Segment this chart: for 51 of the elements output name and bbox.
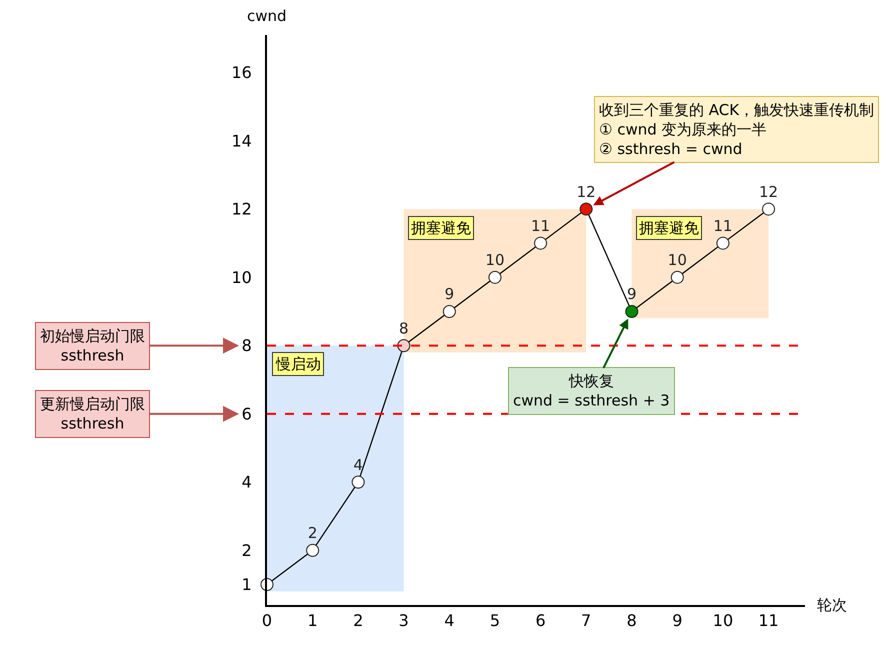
x-tick-label: 0 [262,611,272,630]
y-tick-label: 14 [231,131,252,150]
point [306,544,320,557]
x-tick-label: 2 [353,611,364,630]
data-label: 10 [485,251,505,270]
data-label: 9 [626,285,637,304]
x-tick-label: 5 [490,611,500,630]
x-tick-label: 8 [626,611,637,630]
point [397,339,410,352]
y-tick-label: 8 [242,336,252,356]
data-label: 12 [758,182,778,201]
annotation: 快恢复 cwnd = ssthresh + 3 [513,372,670,410]
ref-line-label: 初始慢启动门限 ssthresh [40,327,145,364]
x-tick-label: 7 [581,611,592,630]
y-tick-label: 2 [242,540,252,560]
x-tick-label: 11 [758,611,779,630]
data-label: 2 [308,524,318,542]
x-tick-label: 9 [672,611,682,630]
x-tick-label: 3 [398,611,409,630]
point [625,304,638,318]
band-label: 拥塞避免 [411,219,471,237]
y-tick-label: 12 [231,200,252,219]
data-label: 10 [668,251,687,270]
x-tick-label: 4 [444,611,454,630]
data-label: 12 [576,182,596,201]
data-label: 8 [399,319,409,338]
data-label: 11 [713,216,732,235]
point [442,304,456,318]
y-tick-label: 10 [231,268,252,287]
x-tick-label: 1 [307,611,318,630]
y-tick-label: 4 [242,472,252,492]
y-tick-label: 1 [242,575,252,594]
point [488,270,502,284]
x-tick-label: 10 [712,611,734,630]
y-tick-label: 16 [231,63,252,82]
point [352,476,365,489]
point [580,202,593,216]
point [716,236,730,250]
data-label: 9 [444,285,454,304]
band-label: 拥塞避免 [639,219,699,237]
annotation: 收到三个重复的 ACK，触发快速重传机制 ① cwnd 变为原来的一半 ② ssthresh = cwnd [599,101,874,158]
point [670,270,684,284]
y-axis-title: cwnd [247,7,287,25]
band-label: 慢启动 [275,355,321,373]
ref-line-label: 更新慢启动门限 ssthresh [40,395,145,432]
x-axis-title: 轮次 [817,596,847,614]
y-tick-label: 6 [242,404,252,424]
data-label: 4 [353,456,363,474]
data-label: 11 [531,216,550,235]
x-tick-label: 6 [535,611,546,630]
point [534,236,548,250]
